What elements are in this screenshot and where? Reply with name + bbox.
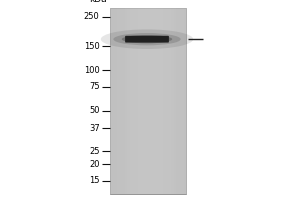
Text: 25: 25 [89,147,100,156]
Text: 75: 75 [89,82,100,91]
FancyBboxPatch shape [125,36,169,43]
Text: 37: 37 [89,124,100,133]
Text: 100: 100 [84,66,100,75]
Text: kDa: kDa [89,0,106,4]
Text: 150: 150 [84,42,100,51]
Ellipse shape [122,35,172,43]
Text: 250: 250 [84,12,100,21]
Text: 15: 15 [89,176,100,185]
Ellipse shape [101,29,193,49]
Ellipse shape [113,33,181,45]
Bar [110,8,186,194]
Text: 20: 20 [89,160,100,169]
Text: 50: 50 [89,106,100,115]
